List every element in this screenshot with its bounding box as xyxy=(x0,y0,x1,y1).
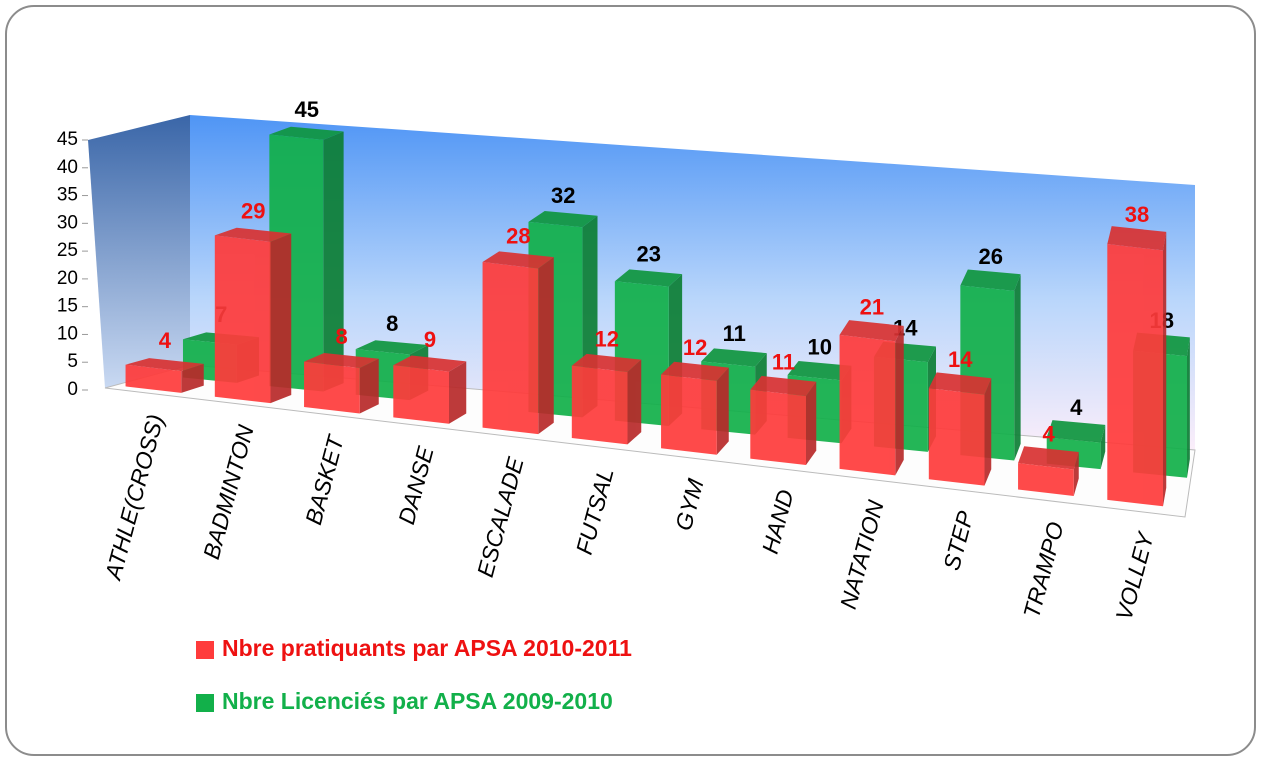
bar-top xyxy=(787,361,852,381)
bar-top xyxy=(928,372,992,395)
bar xyxy=(214,227,292,404)
bar-top xyxy=(482,251,554,269)
bar-side xyxy=(984,378,992,486)
bar xyxy=(1018,446,1079,496)
bar-front xyxy=(125,364,182,393)
legend-label: Nbre Licenciés par APSA 2009-2010 xyxy=(222,688,613,714)
bar-front xyxy=(482,262,539,435)
y-tick-label: 25 xyxy=(57,240,78,261)
value-label: 9 xyxy=(424,327,436,352)
legend-swatch xyxy=(196,694,214,712)
bar-side xyxy=(323,131,344,392)
bar-top xyxy=(355,340,429,355)
value-label: 26 xyxy=(979,244,1003,269)
bar-side xyxy=(895,325,904,476)
bar-front xyxy=(1107,243,1163,507)
bar-side xyxy=(270,233,292,404)
value-label: 21 xyxy=(860,294,884,319)
bar-top xyxy=(661,361,729,381)
bar-top xyxy=(214,227,292,242)
bar-side xyxy=(1186,337,1190,478)
bar-side xyxy=(1014,274,1021,461)
value-label: 23 xyxy=(637,242,661,267)
bar xyxy=(571,353,642,445)
bar-front xyxy=(661,374,717,455)
y-tick-label: 35 xyxy=(57,185,78,206)
value-label: 4 xyxy=(1070,395,1083,420)
y-tick-label: 10 xyxy=(57,323,78,344)
bar xyxy=(750,375,817,466)
bar xyxy=(304,352,379,414)
bar xyxy=(1107,226,1167,507)
bar-top xyxy=(304,352,379,369)
value-label: 8 xyxy=(336,324,348,349)
bar xyxy=(125,358,204,393)
value-label: 11 xyxy=(723,321,746,346)
y-tick-label: 5 xyxy=(67,351,78,372)
bar-side xyxy=(181,363,204,393)
value-label: 45 xyxy=(295,97,319,122)
bar-side xyxy=(1073,452,1079,496)
bar-front xyxy=(839,334,896,476)
bar-top xyxy=(839,320,904,342)
value-label: 8 xyxy=(386,311,398,336)
bar-front xyxy=(1018,463,1074,496)
bar-front xyxy=(214,235,271,404)
bar-side xyxy=(1100,424,1106,470)
bar-top xyxy=(750,375,817,397)
bar-top xyxy=(528,210,598,228)
bar-top xyxy=(393,355,467,372)
bar-side xyxy=(448,361,467,424)
bar-top xyxy=(125,358,204,372)
y-tick-label: 20 xyxy=(57,268,78,289)
value-label: 10 xyxy=(808,334,832,359)
bar xyxy=(482,251,554,435)
bar-front xyxy=(571,365,628,445)
bar-front xyxy=(750,389,806,466)
y-tick-label: 15 xyxy=(57,296,78,317)
bar-front xyxy=(928,388,985,486)
bar xyxy=(928,372,992,486)
value-label: 12 xyxy=(595,327,619,352)
bar-top xyxy=(1018,446,1079,470)
bar-side xyxy=(627,359,642,445)
value-label: 14 xyxy=(948,347,973,372)
value-label: 11 xyxy=(772,350,795,375)
side-wall xyxy=(88,115,190,388)
legend-swatch xyxy=(196,641,214,659)
value-label: 28 xyxy=(506,224,530,249)
bar-top xyxy=(269,126,344,140)
value-label: 38 xyxy=(1125,202,1149,227)
bar xyxy=(393,355,467,424)
bar-front xyxy=(304,361,360,414)
bar-top xyxy=(701,348,767,367)
bar xyxy=(661,361,729,455)
value-label: 4 xyxy=(159,328,172,353)
bar-side xyxy=(538,257,554,435)
bar-side xyxy=(1162,231,1167,507)
value-label: 12 xyxy=(683,335,707,360)
bar xyxy=(839,320,904,476)
y-tick-label: 40 xyxy=(57,157,78,178)
bar-top xyxy=(571,353,642,373)
bar-top xyxy=(1107,226,1167,251)
value-label: 4 xyxy=(1043,422,1056,447)
bar-top xyxy=(614,269,683,287)
bar-side xyxy=(805,381,817,466)
bar-front xyxy=(393,365,449,424)
y-tick-label: 30 xyxy=(57,212,78,233)
legend-label: Nbre pratiquants par APSA 2010-2011 xyxy=(222,635,632,661)
bar-top xyxy=(1046,420,1106,443)
value-label: 29 xyxy=(241,198,265,223)
value-label: 32 xyxy=(551,183,575,208)
bar-side xyxy=(716,367,729,455)
bar-side xyxy=(359,358,379,414)
y-tick-label: 45 xyxy=(57,129,78,150)
bar-top xyxy=(960,269,1021,291)
y-tick-label: 0 xyxy=(67,379,78,400)
